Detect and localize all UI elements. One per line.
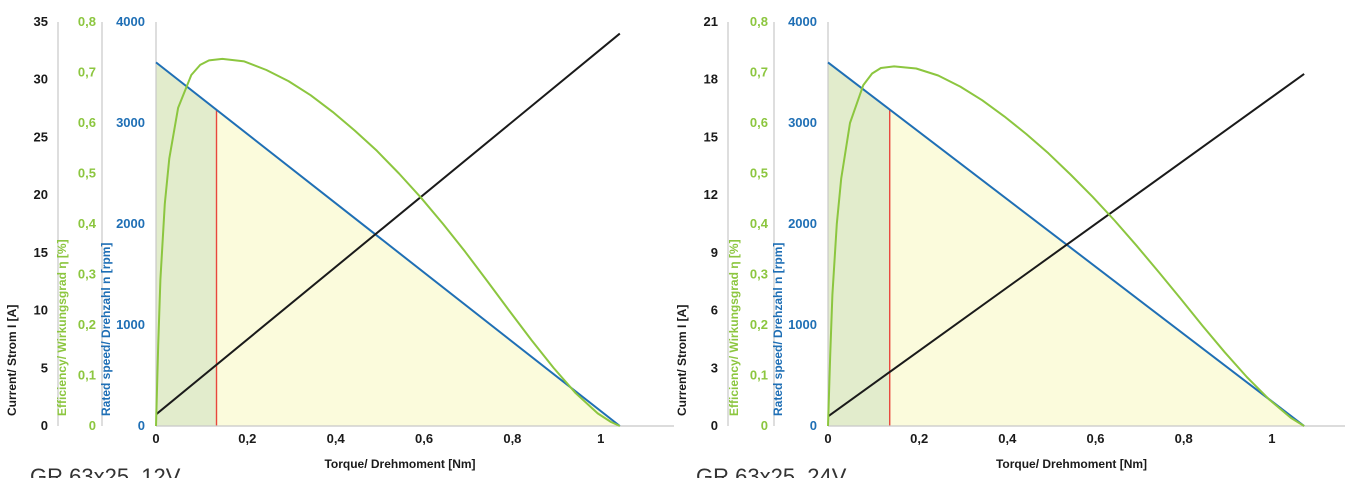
x-tick-label: 0,8 <box>1175 431 1193 446</box>
chart-panel-12v: 0 0,2 0,4 0,6 0,8 1 Torque/ Drehmoment [Nm] 0 5 1… <box>5 14 674 478</box>
current-tick-label: 15 <box>34 245 48 260</box>
speed-axis-title: Rated speed/ Drehzahl n [rpm] <box>99 243 113 416</box>
current-tick-label: 0 <box>41 418 48 433</box>
x-tick-label: 0,4 <box>327 431 346 446</box>
current-tick-label: 21 <box>704 14 718 29</box>
x-tick-label: 0 <box>824 431 831 446</box>
current-tick-label: 6 <box>711 303 718 318</box>
x-tick-label: 0,6 <box>415 431 433 446</box>
current-axis-title: Current/ Strom I [A] <box>5 305 19 416</box>
speed-axis-title: Rated speed/ Drehzahl n [rpm] <box>771 243 785 416</box>
chart-caption: GR 63x25, 12V <box>30 464 181 478</box>
x-tick-label: 1 <box>1268 431 1275 446</box>
efficiency-tick-label: 0,3 <box>750 267 768 282</box>
current-tick-label: 25 <box>34 129 48 144</box>
current-tick-label: 5 <box>41 360 48 375</box>
efficiency-tick-label: 0,8 <box>750 14 768 29</box>
current-axis-title: Current/ Strom I [A] <box>675 305 689 416</box>
chart-panel-24v: 0 0,2 0,4 0,6 0,8 1 Torque/ Drehmoment [Nm] 0 3 6… <box>675 14 1345 478</box>
speed-tick-label: 3000 <box>116 115 145 130</box>
current-tick-label: 15 <box>704 129 718 144</box>
current-series-line <box>155 32 621 416</box>
speed-tick-label: 2000 <box>788 216 817 231</box>
efficiency-tick-label: 0,2 <box>78 317 96 332</box>
x-tick-label: 0 <box>152 431 159 446</box>
efficiency-tick-label: 0,1 <box>750 368 768 383</box>
efficiency-axis-title: Efficiency/ Wirkungsgrad η [%] <box>55 239 69 416</box>
current-tick-label: 35 <box>34 14 48 29</box>
x-axis-label: Torque/ Drehmoment [Nm] <box>324 457 475 471</box>
efficiency-tick-label: 0,4 <box>750 216 769 231</box>
efficiency-tick-label: 0,5 <box>78 166 96 181</box>
current-tick-label: 10 <box>34 303 48 318</box>
current-tick-label: 0 <box>711 418 718 433</box>
chart-caption: GR 63x25, 24V <box>696 464 847 478</box>
current-tick-label: 3 <box>711 360 718 375</box>
efficiency-tick-label: 0,7 <box>750 65 768 80</box>
efficiency-tick-label: 0,7 <box>78 65 96 80</box>
speed-tick-label: 2000 <box>116 216 145 231</box>
efficiency-tick-label: 0,3 <box>78 267 96 282</box>
efficiency-series-line <box>827 65 1305 427</box>
efficiency-tick-label: 0,2 <box>750 317 768 332</box>
efficiency-tick-label: 0,4 <box>78 216 97 231</box>
current-tick-label: 9 <box>711 245 718 260</box>
x-tick-label: 0,2 <box>910 431 928 446</box>
current-tick-label: 20 <box>34 187 48 202</box>
speed-tick-label: 1000 <box>788 317 817 332</box>
speed-tick-label: 0 <box>810 418 817 433</box>
efficiency-tick-label: 0,6 <box>750 115 768 130</box>
efficiency-tick-label: 0,8 <box>78 14 96 29</box>
rated-operating-area <box>828 62 890 427</box>
x-axis-label: Torque/ Drehmoment [Nm] <box>996 457 1147 471</box>
efficiency-tick-label: 0,5 <box>750 166 768 181</box>
speed-tick-label: 3000 <box>788 115 817 130</box>
speed-tick-label: 0 <box>138 418 145 433</box>
current-tick-label: 18 <box>704 72 718 87</box>
x-tick-label: 0,6 <box>1086 431 1104 446</box>
x-tick-label: 0,2 <box>238 431 256 446</box>
speed-series-line <box>155 61 621 427</box>
x-tick-label: 0,8 <box>503 431 521 446</box>
speed-tick-label: 4000 <box>788 14 817 29</box>
x-tick-label: 1 <box>597 431 604 446</box>
efficiency-tick-label: 0,6 <box>78 115 96 130</box>
speed-tick-label: 1000 <box>116 317 145 332</box>
efficiency-tick-label: 0 <box>761 418 768 433</box>
x-tick-label: 0,4 <box>998 431 1017 446</box>
efficiency-tick-label: 0,1 <box>78 368 96 383</box>
efficiency-tick-label: 0 <box>89 418 96 433</box>
efficiency-series-line <box>155 57 621 427</box>
speed-tick-label: 4000 <box>116 14 145 29</box>
current-tick-label: 12 <box>704 187 718 202</box>
efficiency-axis-title: Efficiency/ Wirkungsgrad η [%] <box>727 239 741 416</box>
current-tick-label: 30 <box>34 72 48 87</box>
current-series-line <box>827 73 1305 418</box>
